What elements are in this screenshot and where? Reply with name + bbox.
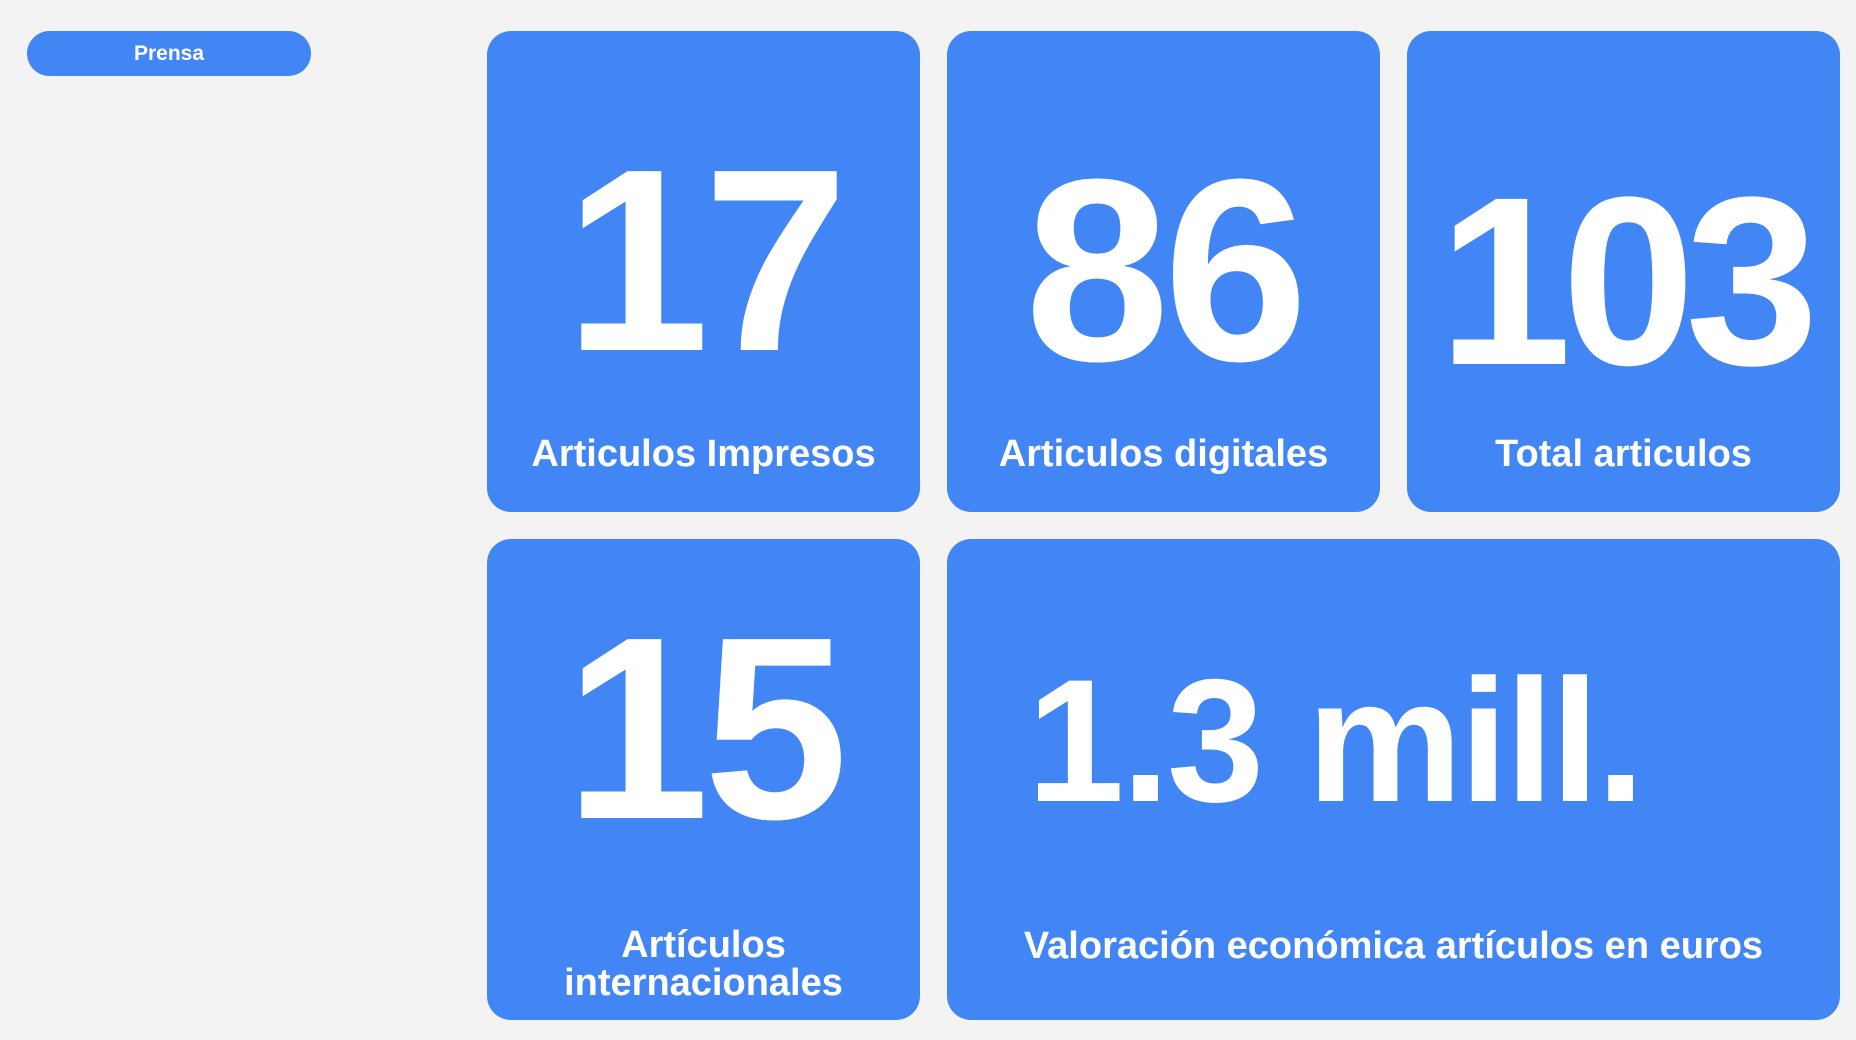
kpi-label: Valoración económica artículos en euros (1023, 925, 1764, 967)
prensa-tab-button[interactable]: Prensa (27, 31, 311, 76)
kpi-value: 86 (1024, 126, 1308, 416)
kpi-card-articulos-impresos: 17 Articulos Impresos (487, 31, 920, 512)
kpi-card-articulos-digitales: 86 Articulos digitales (947, 31, 1380, 512)
kpi-card-articulos-internacionales: 15 Artículos internacionales (487, 539, 920, 1020)
kpi-card-total-articulos: 103 Total articulos (1407, 31, 1840, 512)
kpi-value: 17 (564, 116, 848, 406)
kpi-label: Total articulos (1495, 433, 1752, 475)
kpi-value: 1.3 mill. (1027, 644, 1645, 839)
kpi-label: Articulos digitales (998, 433, 1329, 475)
kpi-card-valoracion-economica: 1.3 mill. Valoración económica artículos… (947, 539, 1840, 1020)
kpi-value: 15 (564, 584, 848, 874)
kpi-value: 103 (1438, 147, 1818, 415)
kpi-label: Articulos Impresos (531, 433, 876, 475)
kpi-label: Artículos internacionales (564, 924, 843, 1004)
